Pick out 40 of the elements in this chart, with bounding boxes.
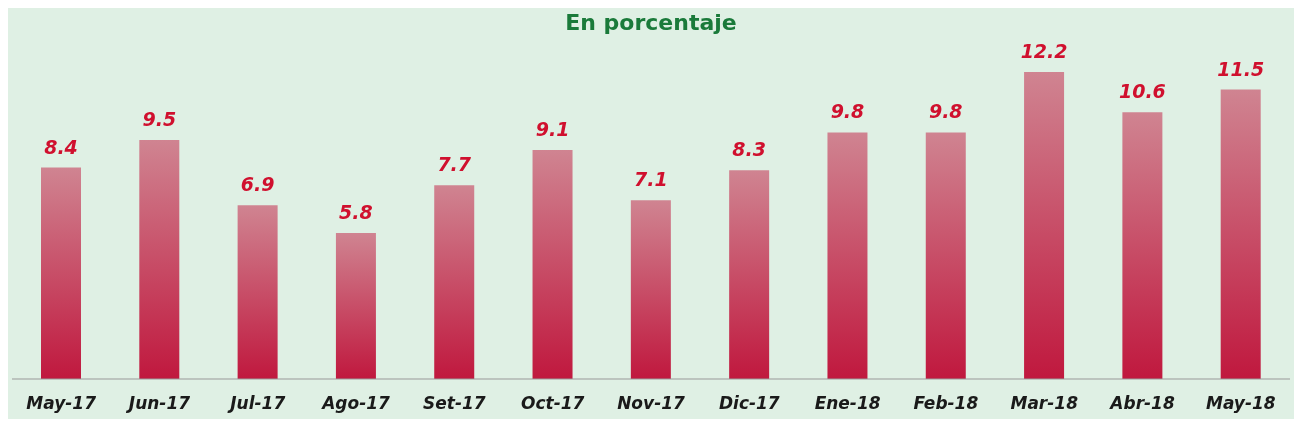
bar [237,205,278,379]
x-tick-label: Mar-18 [1010,393,1079,414]
bar [925,132,966,379]
data-label: 7.1 [634,168,668,191]
data-label: 11.5 [1217,57,1265,80]
bar [729,170,770,379]
data-label: 12.2 [1020,40,1068,62]
data-label: 7.7 [437,153,472,176]
data-label: 9.1 [535,118,570,141]
x-tick-label: Ago-17 [320,393,391,414]
data-label: 8.4 [44,135,78,158]
x-tick-label: Jun-17 [125,393,191,414]
x-tick-label: Jul-17 [227,393,286,414]
bar [1122,112,1163,379]
x-tick-label: Abr-18 [1108,393,1175,414]
bar [827,132,868,379]
data-label: 6.9 [240,173,275,196]
bar [532,150,573,379]
bar [41,167,81,379]
x-tick-label: May-18 [1206,393,1276,414]
x-tick-label: Ene-18 [814,393,881,414]
x-tick-label: Feb-18 [913,393,979,414]
data-label: 9.5 [142,107,177,130]
x-tick-label: Nov-17 [617,393,686,414]
data-label: 10.6 [1118,80,1166,103]
data-label: 5.8 [339,201,373,224]
chart-title: En porcentaje [565,10,737,35]
bar [335,233,376,379]
bar [630,200,671,379]
x-tick-label: Dic-17 [718,393,780,414]
bar [139,139,180,379]
data-label: 8.3 [732,138,766,161]
bar [1024,72,1065,379]
data-label: 9.8 [928,100,963,123]
bar [1220,89,1261,379]
x-tick-label: Set-17 [423,393,486,414]
x-tick-label: May-17 [26,393,97,414]
x-tick-label: Oct-17 [521,393,585,414]
data-label: 9.8 [830,100,865,123]
bar [434,185,475,379]
